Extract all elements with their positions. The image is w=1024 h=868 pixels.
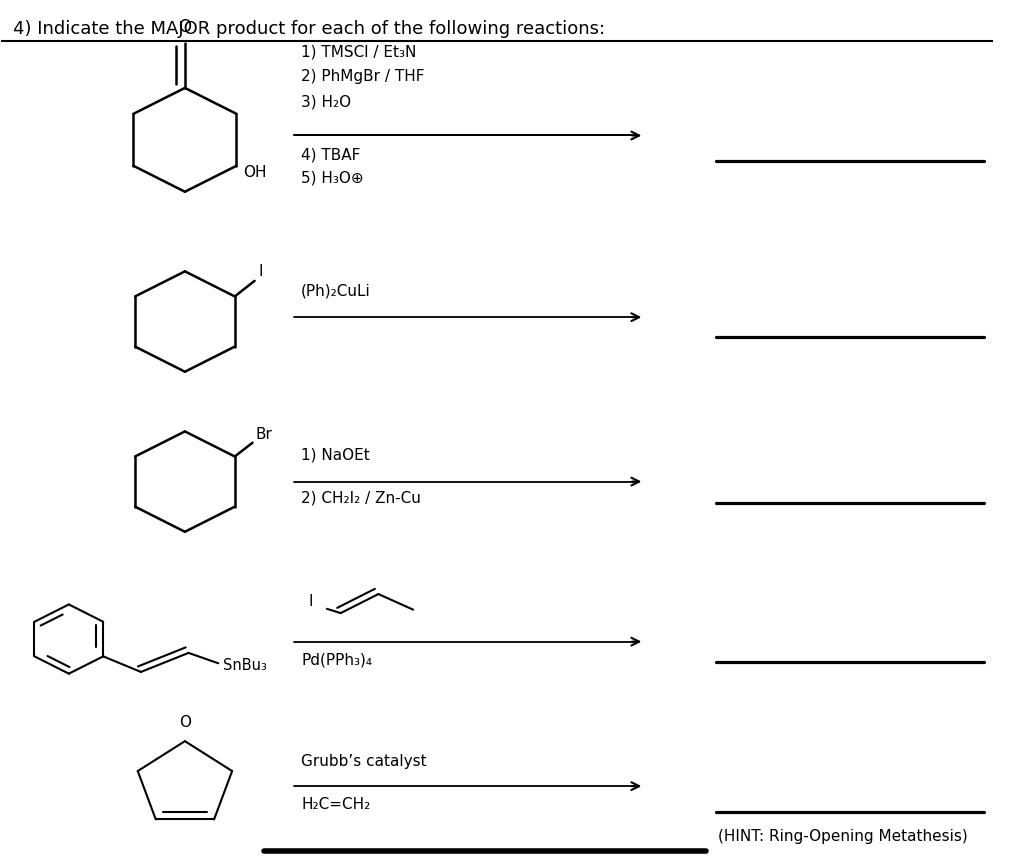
Text: 1) NaOEt: 1) NaOEt [301, 448, 370, 463]
Text: 4) Indicate the MAJOR product for each of the following reactions:: 4) Indicate the MAJOR product for each o… [13, 21, 605, 38]
Text: 5) H₃O⊕: 5) H₃O⊕ [301, 170, 364, 185]
Text: SnBu₃: SnBu₃ [223, 658, 267, 673]
Text: 4) TBAF: 4) TBAF [301, 148, 360, 162]
Text: O: O [178, 18, 191, 36]
Text: 2) PhMgBr / THF: 2) PhMgBr / THF [301, 69, 425, 83]
Text: 2) CH₂I₂ / Zn-Cu: 2) CH₂I₂ / Zn-Cu [301, 490, 421, 505]
Text: I: I [259, 264, 263, 279]
Text: Grubb’s catalyst: Grubb’s catalyst [301, 753, 427, 769]
Text: (HINT: Ring-Opening Metathesis): (HINT: Ring-Opening Metathesis) [718, 830, 968, 845]
Text: O: O [179, 715, 190, 730]
Text: (Ph)₂CuLi: (Ph)₂CuLi [301, 283, 371, 299]
Text: 1) TMSCl / Et₃N: 1) TMSCl / Et₃N [301, 44, 417, 59]
Text: Pd(PPh₃)₄: Pd(PPh₃)₄ [301, 652, 372, 667]
Text: 3) H₂O: 3) H₂O [301, 95, 351, 109]
Text: I: I [309, 594, 313, 608]
Text: Br: Br [256, 427, 272, 442]
Text: OH: OH [244, 165, 267, 181]
Text: H₂C=CH₂: H₂C=CH₂ [301, 797, 371, 812]
